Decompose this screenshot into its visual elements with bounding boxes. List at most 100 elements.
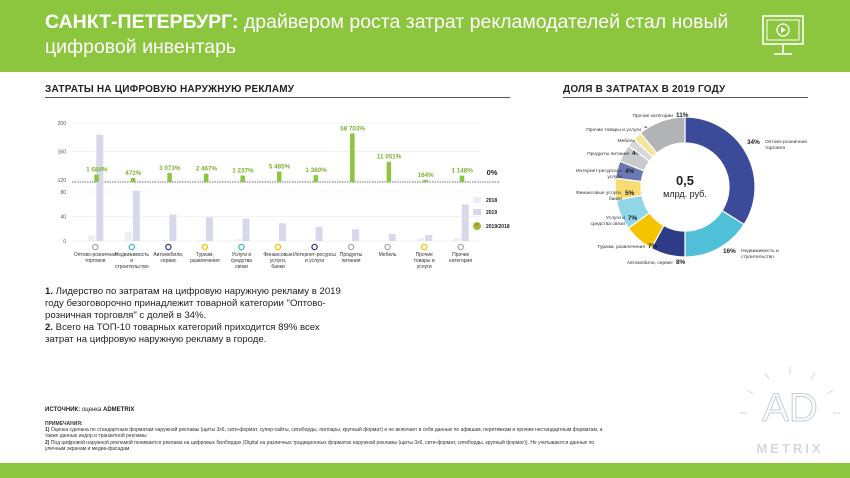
category-label: Интернет-ресурсы <box>293 252 336 258</box>
growth-label: 58 703% <box>340 125 365 132</box>
donut-category-label: Прочие товары и услуги <box>586 127 641 133</box>
category-dot-icon <box>384 243 391 251</box>
donut-category-label: Мебель <box>618 138 636 144</box>
bar-2018 <box>197 240 205 241</box>
growth-bar <box>240 175 245 182</box>
page-title: САНКТ-ПЕТЕРБУРГ: драйвером роста затрат … <box>45 10 745 60</box>
bar-2019 <box>352 229 360 241</box>
note-1: 1. Лидерство по затратам на цифровую нар… <box>45 286 345 322</box>
growth-label: 1 684% <box>86 167 108 174</box>
source-brand: ADMETRIX <box>103 407 135 413</box>
y-tick-label: 160 <box>58 150 67 156</box>
growth-bar <box>130 177 136 182</box>
bar-2018 <box>234 239 242 241</box>
category-label: связи <box>235 264 248 270</box>
bar-2018 <box>88 235 96 241</box>
digital-billboard-icon <box>762 15 804 55</box>
growth-bar <box>423 180 428 182</box>
bar-2019 <box>461 204 469 241</box>
donut-pct-label: 4% <box>632 150 642 157</box>
donut-category-label: торговля <box>765 146 785 151</box>
category-dot-icon <box>165 243 172 251</box>
donut-pct-label: 7% <box>628 215 638 222</box>
donut-pct-label: 11% <box>676 112 689 119</box>
logo-ad: AD <box>762 386 818 430</box>
category-dot-icon <box>128 243 136 251</box>
footnotes-title: ПРИМЕЧАНИЯ: <box>45 421 83 427</box>
donut-category-label: средства связи <box>590 222 625 227</box>
note-2-text: Всего на ТОП-10 товарных категорий прихо… <box>45 322 320 345</box>
footnotes: ПРИМЕЧАНИЯ: 1) Оценка сделана по стандар… <box>45 421 605 452</box>
bar-2019 <box>169 214 177 241</box>
growth-label: 1 148% <box>452 168 474 175</box>
growth-zero-label: 0% <box>487 168 498 177</box>
source-line: ИСТОЧНИК: оценка ADMETRIX <box>45 407 134 413</box>
category-label: товары и <box>414 258 435 264</box>
bar-2019 <box>279 223 286 241</box>
bar-2019 <box>315 226 323 241</box>
legend-2018-label: 2018 <box>486 198 497 204</box>
growth-label: 472% <box>125 170 142 177</box>
legend-2019-label: 2019 <box>486 210 497 216</box>
donut-category-label: Финансовые услуги, <box>576 190 622 196</box>
logo-dial-ticks-icon <box>740 367 840 414</box>
donut-center-value: 0,5 <box>676 173 694 188</box>
growth-label: 11 051% <box>377 154 402 161</box>
category-label: Продукты <box>340 252 363 258</box>
footnote-1-text: Оценка сделана по стандартным форматам н… <box>45 427 603 440</box>
bar-2018 <box>417 238 425 241</box>
source-text: оценка <box>80 407 103 413</box>
category-dot-icon <box>201 243 209 251</box>
donut-category-label: Услуги и <box>606 215 625 221</box>
growth-bar <box>386 161 392 182</box>
y-tick-label: 40 <box>60 215 66 221</box>
category-label: услуги, <box>270 258 286 264</box>
category-label: банки <box>271 264 284 270</box>
category-label: категории <box>449 258 472 264</box>
source-label: ИСТОЧНИК: <box>45 407 81 413</box>
legend-growth-icon-inner <box>475 223 479 227</box>
category-dot-icon <box>347 243 355 251</box>
category-label: услуги <box>417 264 432 270</box>
footer-bar <box>0 463 850 478</box>
growth-bar <box>277 171 282 182</box>
growth-bar <box>313 175 319 182</box>
bar-2018 <box>124 232 132 241</box>
donut-hole <box>642 144 728 230</box>
footnote-1-number: 1) <box>45 427 50 434</box>
growth-bar <box>350 133 355 182</box>
header-bar: САНКТ-ПЕТЕРБУРГ: драйвером роста затрат … <box>0 0 850 72</box>
page-title-city: САНКТ-ПЕТЕРБУРГ: <box>45 11 239 33</box>
category-label: и <box>130 258 133 264</box>
category-label: строительство <box>115 264 149 270</box>
donut-category-label: услуги <box>607 175 622 180</box>
category-dot-icon <box>92 243 99 251</box>
category-dot-icon <box>420 243 428 251</box>
growth-label: 2 467% <box>196 166 218 173</box>
bar-2019 <box>242 218 250 241</box>
growth-label: 5 485% <box>269 164 291 171</box>
donut-pct-label: 5% <box>625 190 635 197</box>
donut-category-label: Оптово-розничная <box>765 139 807 145</box>
category-label: средства <box>231 258 252 264</box>
legend-2019-swatch <box>473 209 481 215</box>
bar-2018 <box>453 238 461 241</box>
category-label: Прочие <box>416 252 433 258</box>
category-label: Недвижимость <box>115 252 150 258</box>
growth-label: 1 380% <box>305 167 327 174</box>
donut-category-label: Недвижимость и <box>741 248 779 254</box>
donut-center-unit: млрд. руб. <box>663 189 707 199</box>
bar-2018 <box>161 240 169 241</box>
footnote-2-text: Под цифровой наружной рекламой понимаетс… <box>45 439 595 452</box>
bar-chart-title-rule <box>45 97 510 98</box>
growth-label: 3 073% <box>159 165 181 172</box>
donut-category-label: Интернет-ресурсы и <box>576 168 622 174</box>
bar-2018 <box>380 240 388 241</box>
note-2-number: 2. <box>45 322 54 333</box>
donut-category-label: Продукты питания <box>587 151 629 157</box>
growth-bar <box>203 173 209 182</box>
category-label: Услуги и <box>232 252 252 258</box>
bar-2019 <box>425 235 433 241</box>
